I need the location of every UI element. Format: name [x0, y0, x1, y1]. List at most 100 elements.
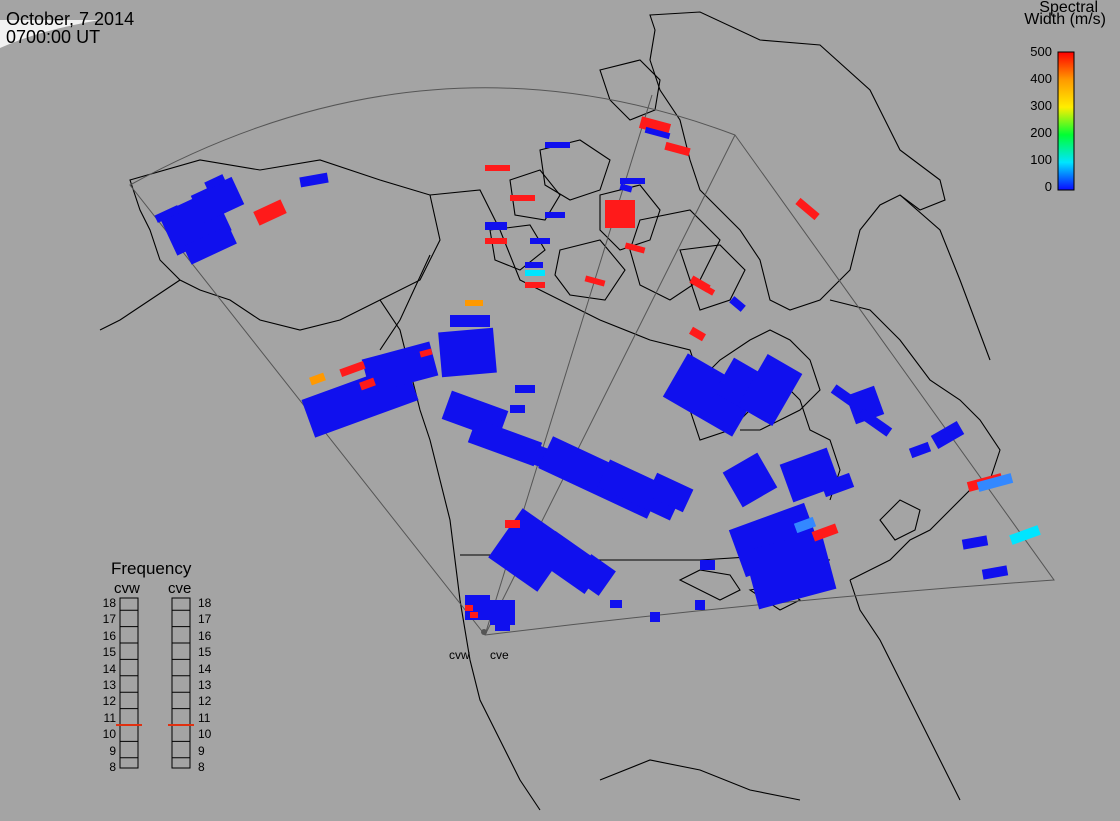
freq-scale-right: 12 [198, 694, 212, 709]
scatter-cell [490, 600, 515, 625]
freq-scale-left: 15 [102, 645, 116, 660]
scatter-cell [908, 441, 932, 459]
scatter-cell [465, 300, 483, 306]
radar-site-marker [481, 629, 487, 635]
scatter-cell [729, 296, 746, 312]
frequency-right-label: cve [168, 580, 192, 597]
scatter-cell [505, 520, 520, 528]
scatter-cell [646, 472, 694, 513]
scatter-cell [510, 195, 535, 201]
scatter-cell [299, 172, 329, 188]
scatter-cell [361, 341, 439, 394]
scatter-cell [574, 554, 616, 596]
scatter-cell [190, 176, 245, 224]
scatter-cell [619, 183, 633, 193]
scatter-cells [154, 116, 1041, 631]
scatter-cell [438, 327, 497, 378]
scatter-cell [183, 225, 237, 265]
freq-scale-right: 16 [198, 628, 212, 643]
terminator-shading [0, 20, 100, 48]
radar-label-cvw: cvw [449, 648, 470, 662]
scatter-cell [485, 238, 507, 244]
colorbar-tick: 400 [1030, 71, 1052, 86]
freq-scale-right: 17 [198, 612, 212, 627]
colorbar-tick: 0 [1044, 179, 1052, 194]
scatter-cell [830, 384, 870, 416]
freq-scale-left: 16 [102, 628, 116, 643]
freq-bar-cve [171, 597, 191, 769]
scatter-cell [465, 605, 473, 611]
scatter-cell [154, 205, 181, 223]
freq-scale-right: 15 [198, 645, 212, 660]
scatter-cell [485, 222, 507, 230]
scatter-cell [662, 353, 758, 437]
date-label: October, 7 2014 [6, 9, 135, 29]
scatter-cell [610, 600, 622, 608]
scatter-cell [857, 408, 893, 437]
scatter-cell [450, 315, 490, 327]
scatter-cell [339, 360, 366, 378]
scatter-cell [624, 242, 646, 254]
scatter-cell [597, 459, 683, 521]
scatter-cell [253, 199, 287, 226]
frequency-title: Frequency [111, 559, 192, 578]
scatter-cell [694, 280, 716, 296]
freq-scale-right: 10 [198, 727, 212, 742]
time-label: 0700:00 UT [6, 27, 101, 47]
colorbar-tick: 300 [1030, 98, 1052, 113]
scatter-cell [820, 472, 855, 498]
scatter-cell [495, 625, 510, 631]
scatter-cell [419, 348, 433, 358]
scatter-cell [795, 197, 820, 221]
scatter-cell [359, 377, 376, 391]
freq-scale-left: 8 [109, 760, 116, 774]
freq-scale-right: 11 [198, 710, 211, 725]
freq-scale-left: 18 [102, 596, 116, 610]
scatter-cell [961, 535, 989, 550]
freq-scale-left: 17 [102, 612, 116, 627]
colorbar-tick: 500 [1030, 44, 1052, 59]
freq-scale-left: 10 [102, 727, 116, 742]
colorbar [1057, 51, 1075, 191]
freq-scale-right: 18 [198, 596, 212, 610]
scatter-cell [700, 560, 715, 570]
scatter-cell [638, 116, 672, 136]
scatter-cell [981, 565, 1009, 580]
scatter-cell [664, 141, 691, 157]
scatter-cell [204, 174, 226, 190]
scatter-cell [743, 530, 837, 610]
scatter-cell [525, 262, 543, 268]
scatter-cell [525, 282, 545, 288]
freq-scale-right: 9 [198, 743, 205, 758]
scatter-cell [644, 126, 671, 140]
freq-scale-left: 12 [102, 694, 116, 709]
frequency-left-label: cvw [114, 580, 140, 597]
scatter-cell [488, 508, 572, 592]
scatter-cell [793, 516, 817, 534]
frequency-panel [116, 597, 194, 769]
freq-scale-left: 9 [109, 743, 116, 758]
freq-scale-right: 13 [198, 678, 212, 692]
scatter-cell [722, 452, 778, 508]
scatter-cell [689, 326, 706, 342]
colorbar-title-line1: Spectral [1039, 0, 1098, 16]
scatter-cell [525, 270, 545, 276]
freq-bar-cvw [119, 597, 139, 769]
scatter-cell [695, 600, 705, 610]
scatter-cell [811, 523, 839, 542]
scatter-cell [309, 372, 326, 386]
scatter-cell [737, 354, 803, 426]
scatter-cell [510, 405, 525, 413]
colorbar-tick: 200 [1030, 125, 1052, 140]
scatter-cell [976, 473, 1014, 492]
scatter-cell [650, 612, 660, 622]
scatter-cell [470, 612, 478, 618]
scatter-cell [545, 212, 565, 218]
freq-scale-left: 13 [102, 678, 116, 692]
scatter-cell [530, 238, 550, 244]
scatter-cell [545, 142, 570, 148]
freq-scale-left: 14 [102, 661, 116, 676]
freq-scale-right: 14 [198, 661, 212, 676]
